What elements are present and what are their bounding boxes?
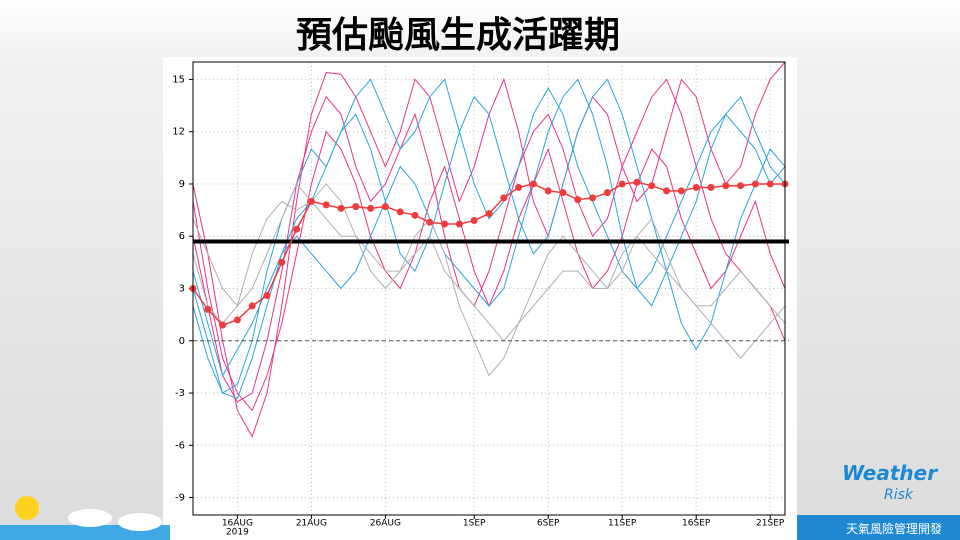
series-marker [411,211,419,219]
series-marker [707,183,715,191]
series-marker [441,220,449,228]
y-tick-label: 12 [172,127,185,138]
series-marker [367,204,375,212]
chart: -9 -6 -3 0 3 6 9 12 15 16AUG 21AUG 26AUG 1SEP 6SEP 11S… [163,57,797,540]
y-tick-label: -9 [175,493,185,504]
x-tick-label: 16SEP [682,519,711,529]
y-tick-label: 15 [172,74,185,85]
plot-frame [192,61,786,516]
series-marker [692,183,700,191]
series-marker [589,194,597,202]
series-marker [278,258,286,266]
y-tick-label: 0 [179,336,185,347]
series-marker [219,321,227,329]
x-year-label: 2019 [226,528,249,538]
x-tick-label: 11SEP [608,519,637,529]
series-marker [293,225,301,233]
footer-bar: 天氣風險管理開發 [797,515,960,540]
y-tick-label: 3 [179,284,185,295]
x-tick-label: 16AUG [222,519,253,529]
slide-title: 預估颱風生成活躍期 [295,15,620,56]
series-marker [751,180,759,188]
series-marker [603,189,611,197]
series-line [192,183,786,342]
series-marker [322,201,330,209]
series-marker [559,189,567,197]
x-tick-label: 21AUG [296,519,327,529]
logo-text: Risk [884,487,914,503]
y-tick-label: -3 [175,388,185,399]
series-marker [515,183,523,191]
series-marker [396,208,404,216]
series-marker [633,178,641,186]
series-marker [574,196,582,204]
x-tick-label: 26AUG [370,519,401,529]
tagline: 天氣風險管理開發 [845,522,942,536]
series-marker [352,203,360,211]
x-tick-label: 21SEP [756,519,785,529]
series-marker [233,316,241,324]
series-marker [263,291,271,299]
x-tick-label: 6SEP [537,519,560,529]
series-line [192,78,786,403]
series-marker [648,182,656,190]
series-marker [485,210,493,218]
logo-text: Weather [842,461,938,485]
series-marker [248,302,256,310]
y-tick-label: 9 [179,179,185,190]
series-marker [455,220,463,228]
series-marker [677,187,685,195]
series-marker [204,305,212,313]
series-marker [470,217,478,225]
x-tick-label: 1SEP [463,519,486,529]
series-marker [722,182,730,190]
series-marker [766,180,774,188]
series-marker [544,187,552,195]
series-marker [529,180,537,188]
y-tick-label: 6 [179,231,185,242]
y-tick-label: -6 [175,440,185,451]
series-marker [663,187,671,195]
series-line [192,78,786,377]
series-marker [337,204,345,212]
series-marker [426,218,434,226]
series-marker [381,203,389,211]
series-marker [500,194,508,202]
series-line [192,78,786,399]
decoration [0,496,170,540]
series-marker [307,197,315,205]
logo: Weather Risk [812,455,952,515]
series-marker [737,182,745,190]
series-marker [618,180,626,188]
